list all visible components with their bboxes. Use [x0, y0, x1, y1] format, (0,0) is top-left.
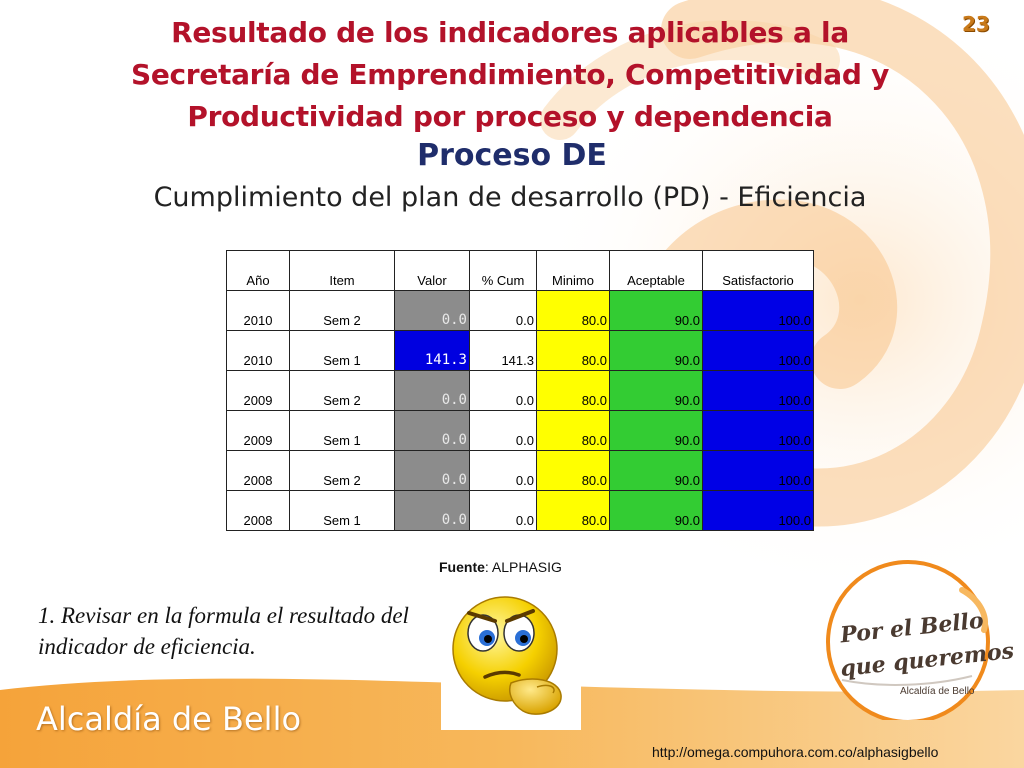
- cell-valor: 141.3: [394, 330, 470, 371]
- indicator-title: Cumplimiento del plan de desarrollo (PD)…: [153, 182, 867, 213]
- header-valor: Valor: [394, 250, 470, 291]
- cell-item: Sem 1: [289, 410, 395, 451]
- cell-anio: 2009: [226, 410, 290, 451]
- thinking-face-icon: [441, 583, 581, 730]
- cell-aceptable: 90.0: [609, 290, 703, 331]
- cell-anio: 2010: [226, 290, 290, 331]
- review-note: 1. Revisar en la formula el resultado de…: [38, 603, 409, 659]
- cell-minimo: 80.0: [536, 290, 610, 331]
- table-row: 2010 Sem 2 0.0 0.0 80.0 90.0 100.0: [226, 290, 814, 331]
- cell-aceptable: 90.0: [609, 330, 703, 371]
- cell-valor: 0.0: [394, 410, 470, 451]
- source-label: Fuente: [439, 559, 485, 575]
- table-row: 2008 Sem 1 0.0 0.0 80.0 90.0 100.0: [226, 490, 814, 531]
- cell-item: Sem 1: [289, 490, 395, 531]
- cell-anio: 2009: [226, 370, 290, 411]
- cell-valor: 0.0: [394, 490, 470, 531]
- table-row: 2010 Sem 1 141.3 141.3 80.0 90.0 100.0: [226, 330, 814, 371]
- source-caption: Fuente: ALPHASIG: [439, 559, 562, 575]
- header-pcum: % Cum: [469, 250, 537, 291]
- cell-pcum: 0.0: [469, 290, 537, 331]
- cell-minimo: 80.0: [536, 370, 610, 411]
- cell-aceptable: 90.0: [609, 450, 703, 491]
- indicators-table: Año Item Valor % Cum Minimo Aceptable Sa…: [226, 250, 814, 531]
- cell-pcum: 0.0: [469, 370, 537, 411]
- cell-valor: 0.0: [394, 290, 470, 331]
- cell-anio: 2010: [226, 330, 290, 371]
- cell-pcum: 0.0: [469, 410, 537, 451]
- header-minimo: Minimo: [536, 250, 610, 291]
- table-row: 2009 Sem 2 0.0 0.0 80.0 90.0 100.0: [226, 370, 814, 411]
- cell-valor: 0.0: [394, 370, 470, 411]
- logo-subtitle: Alcaldía de Bello: [900, 686, 975, 697]
- cell-minimo: 80.0: [536, 330, 610, 371]
- cell-satisfactorio: 100.0: [702, 410, 814, 451]
- cell-valor: 0.0: [394, 450, 470, 491]
- footer-brand: Alcaldía de Bello: [36, 700, 302, 738]
- process-title: Proceso DE: [417, 138, 607, 173]
- cell-item: Sem 2: [289, 450, 395, 491]
- cell-pcum: 0.0: [469, 450, 537, 491]
- campaign-logo: [826, 560, 990, 720]
- cell-pcum: 0.0: [469, 490, 537, 531]
- header-anio: Año: [226, 250, 290, 291]
- page-number: 23: [962, 12, 990, 36]
- footer-url-link[interactable]: http://omega.compuhora.com.co/alphasigbe…: [652, 744, 939, 760]
- cell-aceptable: 90.0: [609, 490, 703, 531]
- cell-satisfactorio: 100.0: [702, 450, 814, 491]
- cell-satisfactorio: 100.0: [702, 370, 814, 411]
- cell-satisfactorio: 100.0: [702, 290, 814, 331]
- cell-pcum: 141.3: [469, 330, 537, 371]
- cell-aceptable: 90.0: [609, 370, 703, 411]
- cell-item: Sem 1: [289, 330, 395, 371]
- cell-satisfactorio: 100.0: [702, 490, 814, 531]
- cell-anio: 2008: [226, 450, 290, 491]
- table-header-row: Año Item Valor % Cum Minimo Aceptable Sa…: [226, 250, 814, 291]
- cell-item: Sem 2: [289, 370, 395, 411]
- header-satisfactorio: Satisfactorio: [702, 250, 814, 291]
- header-aceptable: Aceptable: [609, 250, 703, 291]
- cell-minimo: 80.0: [536, 490, 610, 531]
- slide-title: Resultado de los indicadores aplicables …: [130, 16, 890, 133]
- cell-minimo: 80.0: [536, 410, 610, 451]
- table-row: 2009 Sem 1 0.0 0.0 80.0 90.0 100.0: [226, 410, 814, 451]
- cell-minimo: 80.0: [536, 450, 610, 491]
- cell-aceptable: 90.0: [609, 410, 703, 451]
- cell-anio: 2008: [226, 490, 290, 531]
- cell-item: Sem 2: [289, 290, 395, 331]
- table-row: 2008 Sem 2 0.0 0.0 80.0 90.0 100.0: [226, 450, 814, 491]
- cell-satisfactorio: 100.0: [702, 330, 814, 371]
- source-value: : ALPHASIG: [484, 559, 562, 575]
- header-item: Item: [289, 250, 395, 291]
